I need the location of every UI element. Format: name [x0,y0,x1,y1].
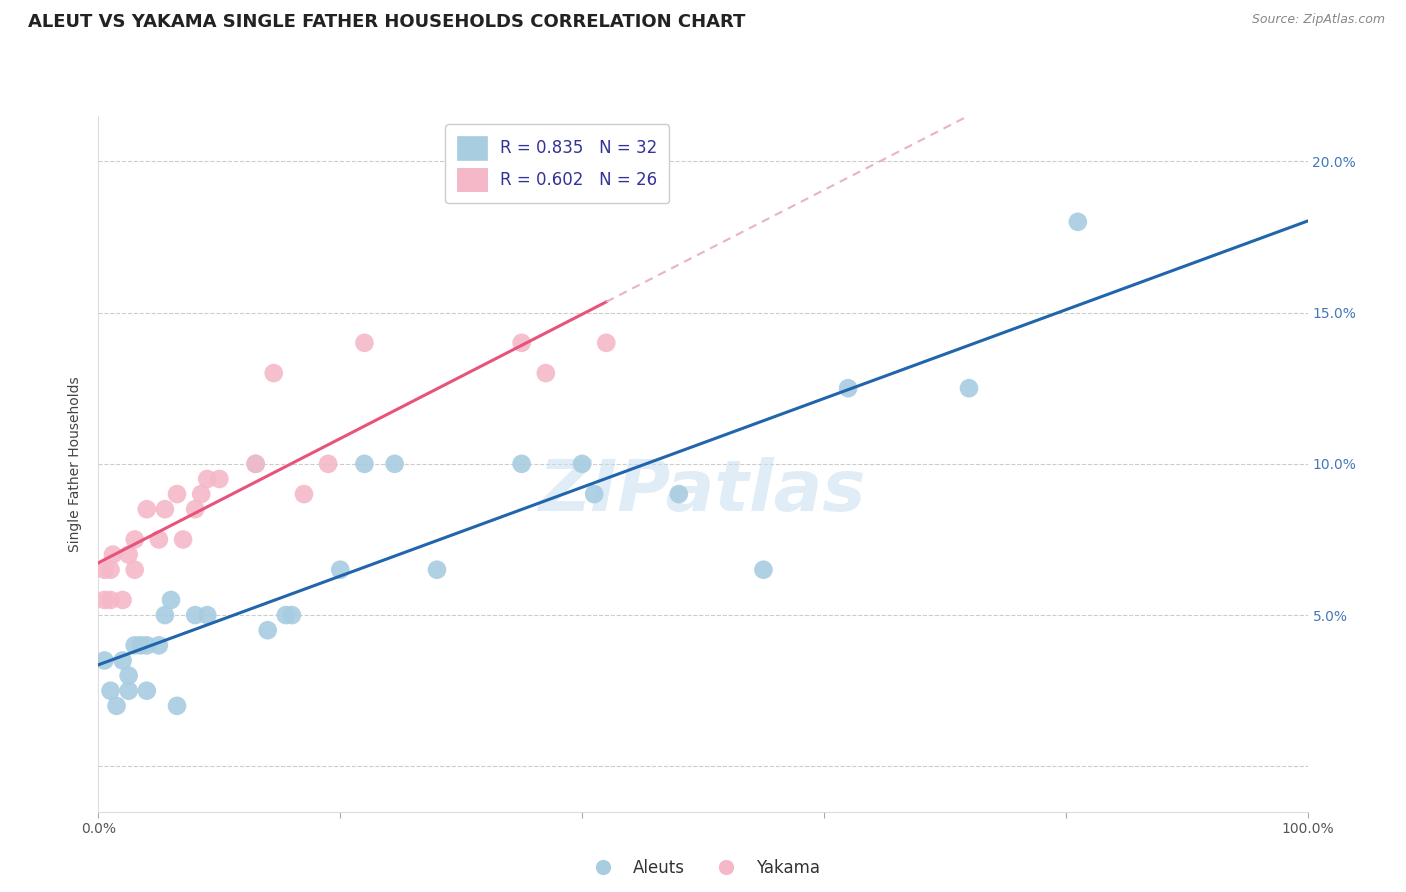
Point [384,457,406,471]
Point [571,457,593,471]
Point [190,487,212,501]
Point [135,502,157,516]
Point [353,335,375,350]
Point [118,668,141,682]
Point [148,638,170,652]
Point [668,487,690,501]
Point [184,608,207,623]
Point [124,533,146,547]
Point [105,698,128,713]
Point [208,472,231,486]
Point [245,457,267,471]
Point [195,472,218,486]
Point [329,563,352,577]
Point [316,457,339,471]
Point [534,366,557,380]
Point [837,381,859,395]
Point [245,457,267,471]
Point [595,335,617,350]
Point [129,638,152,652]
Point [195,608,218,623]
Point [160,593,183,607]
Point [184,502,207,516]
Point [101,548,124,562]
Point [111,593,134,607]
Point [118,548,141,562]
Legend: R = 0.835   N = 32, R = 0.602   N = 26: R = 0.835 N = 32, R = 0.602 N = 26 [446,124,669,203]
Point [118,683,141,698]
Y-axis label: Single Father Households: Single Father Households [69,376,83,551]
Point [93,653,115,667]
Point [166,487,188,501]
Point [752,563,775,577]
Point [93,593,115,607]
Point [510,335,533,350]
Point [100,593,122,607]
Point [426,563,449,577]
Point [292,487,315,501]
Point [93,563,115,577]
Text: ZIPatlas: ZIPatlas [540,458,866,526]
Point [124,638,146,652]
Point [135,683,157,698]
Point [263,366,285,380]
Text: Source: ZipAtlas.com: Source: ZipAtlas.com [1251,13,1385,27]
Point [124,563,146,577]
Text: ALEUT VS YAKAMA SINGLE FATHER HOUSEHOLDS CORRELATION CHART: ALEUT VS YAKAMA SINGLE FATHER HOUSEHOLDS… [28,13,745,31]
Point [153,608,176,623]
Point [135,638,157,652]
Point [274,608,297,623]
Point [1067,215,1090,229]
Point [172,533,194,547]
Point [153,502,176,516]
Point [148,533,170,547]
Point [100,563,122,577]
Point [166,698,188,713]
Point [957,381,980,395]
Point [256,624,278,638]
Point [583,487,606,501]
Point [353,457,375,471]
Point [281,608,304,623]
Legend: Aleuts, Yakama: Aleuts, Yakama [579,853,827,884]
Point [100,683,122,698]
Point [111,653,134,667]
Point [510,457,533,471]
